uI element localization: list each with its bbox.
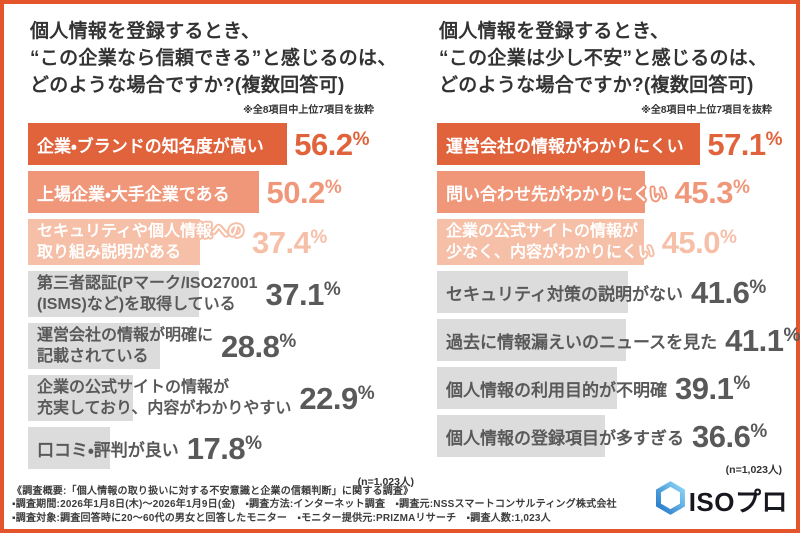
bar-row: 個人情報の利用目的が不明確 39.1% xyxy=(437,367,782,409)
bar-rows: 運営会社の情報がわかりにくい 57.1% 問い合わせ先がわかりにくい 45.3%… xyxy=(437,123,800,457)
bar-label: 運営会社の情報が明確に 記載されている xyxy=(37,327,214,365)
bar-row: 上場企業・大手企業である 50.2% xyxy=(28,171,414,213)
bar xyxy=(28,171,259,213)
survey-overview-line: ▪調査対象:調査回答時に20〜60代の男女と回答したモニター ▪モニター提供元:… xyxy=(12,512,551,524)
bar xyxy=(437,367,617,409)
bar-value: 17.8% xyxy=(186,430,263,466)
bar-value: 41.6% xyxy=(690,274,767,310)
bar-value: 37.4% xyxy=(252,224,328,260)
hexagon-icon xyxy=(655,481,686,520)
bar-label: 第三者認証(Pマーク/ISO27001 (ISMS)など)を取得している xyxy=(37,275,258,313)
chart-title: 個人情報を登録するとき、 “この企業なら信頼できる”と感じるのは、 どのような場… xyxy=(30,21,397,96)
anxiety-chart: 個人情報を登録するとき、 “この企業は少し不安”と感じるのは、 どのような場合で… xyxy=(437,18,800,477)
chart-title: 個人情報を登録するとき、 “この企業は少し不安”と感じるのは、 どのような場合で… xyxy=(439,21,768,96)
chart-note: ※全8項目中上位7項目を抜粋 xyxy=(641,105,772,116)
bar-value: 36.6% xyxy=(692,418,768,454)
bar-row: 個人情報の登録項目が多すぎる 36.6% xyxy=(437,415,782,457)
bar xyxy=(437,219,644,265)
bar-row: セキュリティ対策の説明がない 41.6% xyxy=(437,271,782,313)
bar xyxy=(28,427,110,469)
bar-label: 過去に情報漏えいのニュースを見た xyxy=(446,332,718,352)
bar-value: 57.1% xyxy=(707,126,783,162)
bar-label: 企業の公式サイトの情報が 充実しており、内容がわかりやすい xyxy=(37,379,292,417)
bar-label: セキュリティ対策の説明がない xyxy=(446,284,683,304)
bar-rows: 企業・ブランドの知名度が高い 56.2% 上場企業・大手企業である 50.2% … xyxy=(28,123,414,469)
bar-value: 45.3% xyxy=(674,174,750,210)
bar-label: 個人情報の利用目的が不明確 xyxy=(446,380,667,400)
bar-row: 口コミ・評判が良い 17.8% xyxy=(28,427,414,469)
sample-size: (n=1,023人) xyxy=(725,464,782,476)
bar-row: 企業の公式サイトの情報が 充実しており、内容がわかりやすい 22.9% xyxy=(28,375,414,421)
bar-label: 個人情報の登録項目が多すぎる xyxy=(446,428,684,448)
bar-row: 運営会社の情報が明確に 記載されている 28.8% xyxy=(28,323,414,369)
survey-overview-line: 《調査概要:「個人情報の取り扱いに対する不安意識と企業の信頼判断」に関する調査》 xyxy=(12,485,414,497)
bar-value: 50.2% xyxy=(266,174,342,210)
bar xyxy=(28,271,199,317)
bar-row: 過去に情報漏えいのニュースを見た 41.1% xyxy=(437,319,800,361)
survey-overview-line: ▪調査期間:2026年1月8日(木)〜2026年1月9日(金) ▪調査方法:イン… xyxy=(12,499,617,510)
bar-row: 企業・ブランドの知名度が高い 56.2% xyxy=(28,123,414,165)
bar-value: 56.2% xyxy=(294,126,370,162)
bar xyxy=(437,271,629,313)
bar-label: 運営会社の情報がわかりにくい xyxy=(446,136,684,156)
bar xyxy=(437,123,700,165)
bar-value: 28.8% xyxy=(221,328,297,364)
bar-label: 問い合わせ先がわかりにくい xyxy=(446,184,667,204)
chart-note: ※全8項目中上位7項目を抜粋 xyxy=(243,105,374,116)
bar xyxy=(28,375,134,421)
survey-overview: 《調査概要:「個人情報の取り扱いに対する不安意識と企業の信頼判断」に関する調査》… xyxy=(12,485,617,526)
bar-label: 企業の公式サイトの情報が 少なく、内容がわかりにくい xyxy=(446,223,654,261)
bar-value: 22.9% xyxy=(299,380,375,416)
bar xyxy=(28,123,287,165)
bar-value: 45.0% xyxy=(661,224,737,260)
bar-label: セキュリティや個人情報への 取り組み説明がある xyxy=(37,223,245,261)
bar xyxy=(437,415,606,457)
iso-pro-logo: ISOプロ xyxy=(655,481,788,520)
bar-value: 37.1% xyxy=(265,276,341,312)
bar-row: 第三者認証(Pマーク/ISO27001 (ISMS)など)を取得している 37.… xyxy=(28,271,414,317)
bar-row: 運営会社の情報がわかりにくい 57.1% xyxy=(437,123,783,165)
bar xyxy=(437,319,627,361)
bar-row: 企業の公式サイトの情報が 少なく、内容がわかりにくい 45.0% xyxy=(437,219,782,265)
bar-label: 上場企業・大手企業である xyxy=(37,184,230,204)
bar-value: 39.1% xyxy=(675,370,751,406)
trust-chart: 個人情報を登録するとき、 “この企業なら信頼できる”と感じるのは、 どのような場… xyxy=(28,18,414,489)
logo-text: ISOプロ xyxy=(688,487,788,517)
sample-size: (n=1,023人) xyxy=(357,476,414,488)
bar-label: 口コミ・評判が良い xyxy=(37,440,179,460)
bar-label: 企業・ブランドの知名度が高い xyxy=(37,136,264,156)
bar-value: 41.1% xyxy=(725,322,800,358)
bar xyxy=(28,323,161,369)
bar-row: 問い合わせ先がわかりにくい 45.3% xyxy=(437,171,782,213)
bar xyxy=(28,219,201,265)
bar xyxy=(437,171,646,213)
bar-row: セキュリティや個人情報への 取り組み説明がある 37.4% xyxy=(28,219,414,265)
